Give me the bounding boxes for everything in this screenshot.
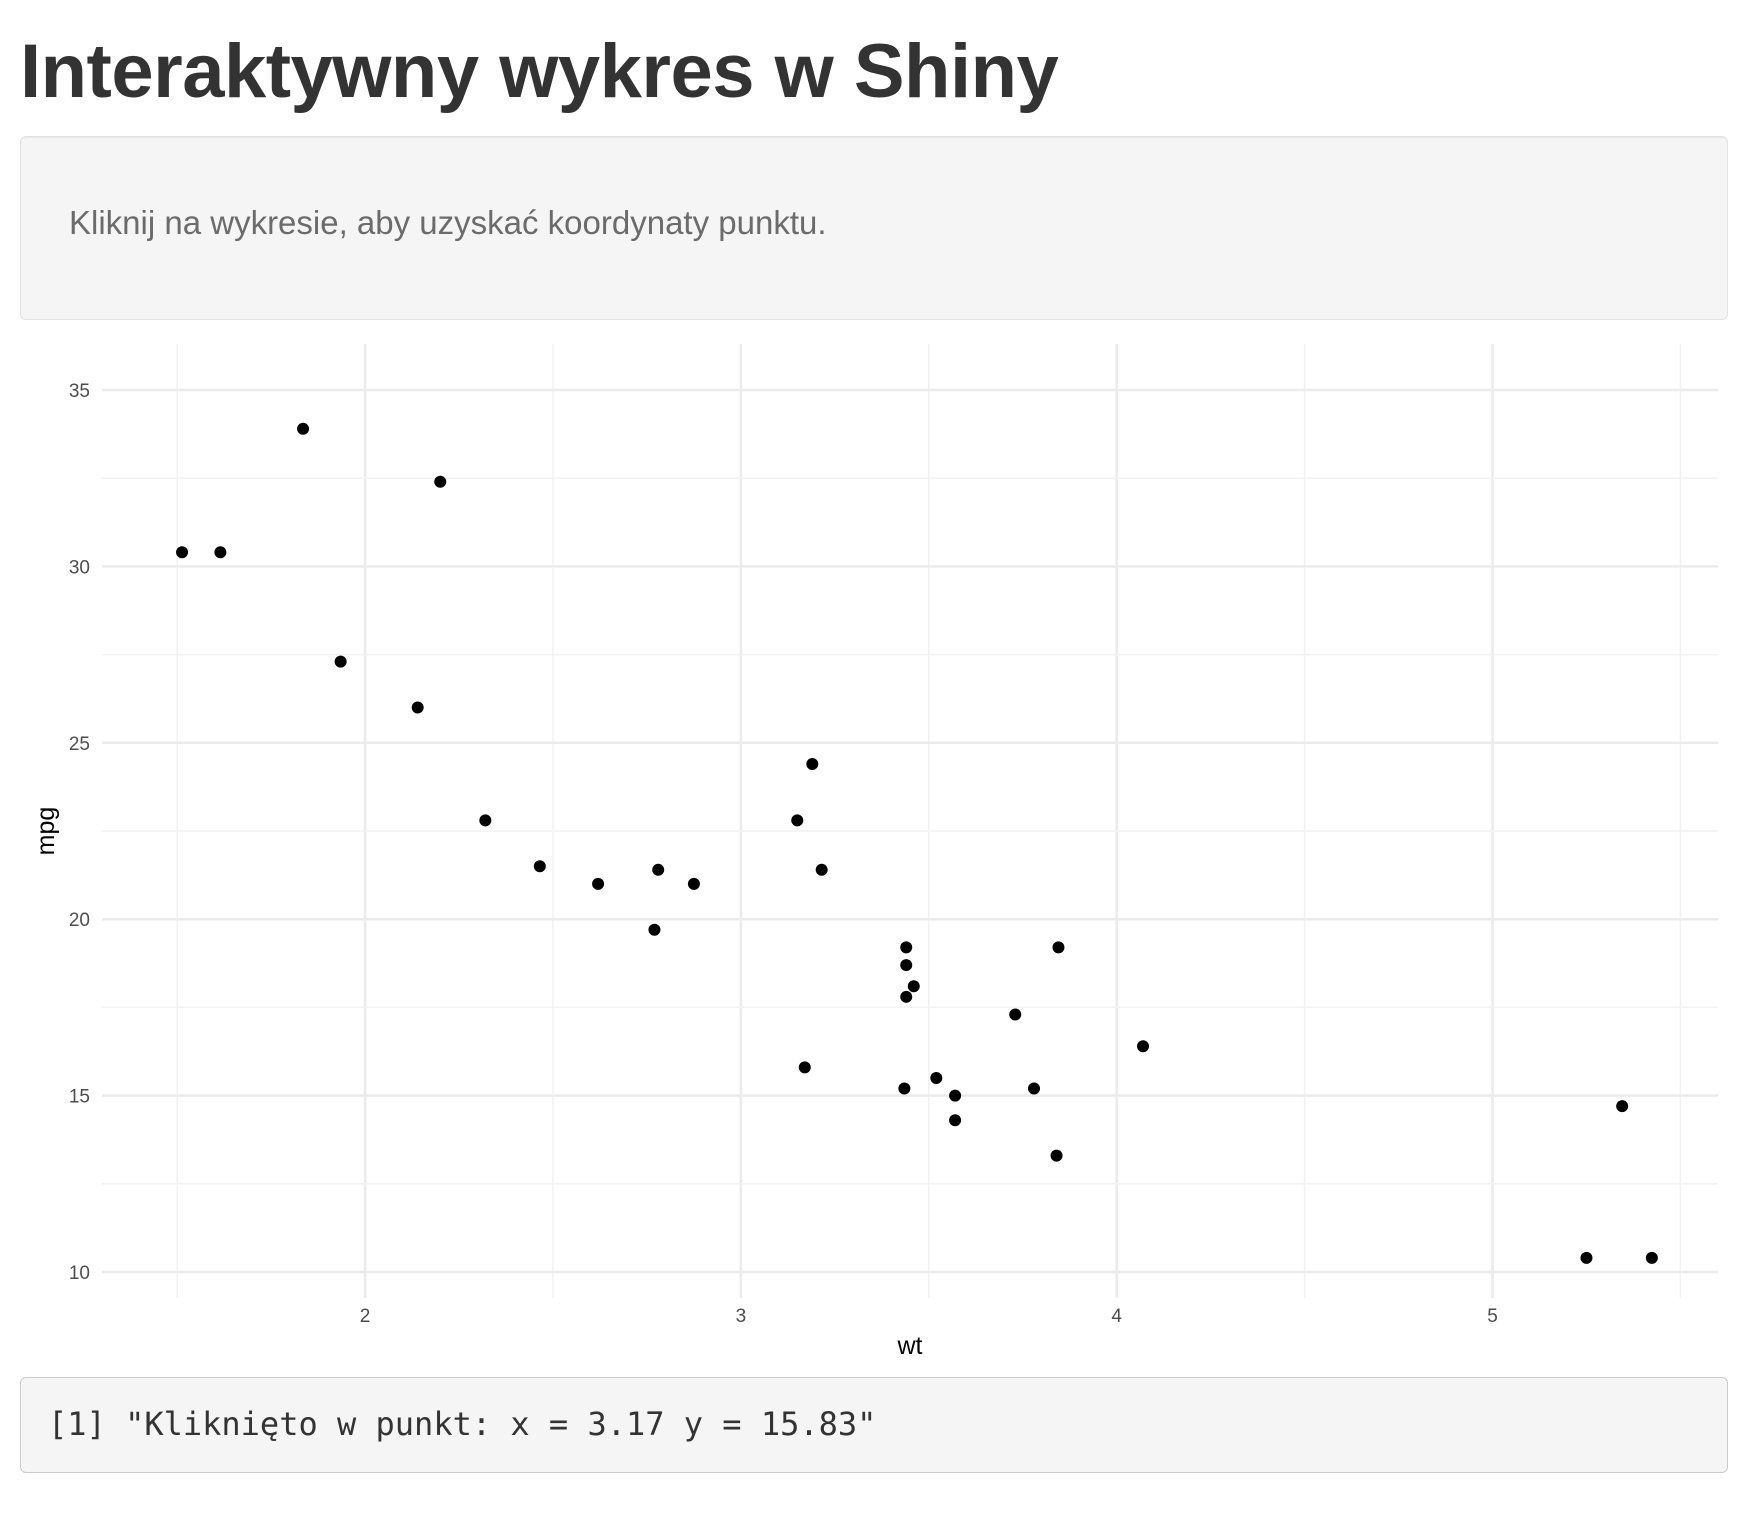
y-tick-label: 20 xyxy=(69,910,90,931)
y-tick-label: 15 xyxy=(69,1087,90,1108)
click-output-text: [1] "Kliknięto w punkt: x = 3.17 y = 15.… xyxy=(48,1405,877,1443)
data-point xyxy=(687,877,700,890)
data-point xyxy=(652,863,665,876)
data-point xyxy=(1050,1149,1063,1162)
data-point xyxy=(176,546,189,559)
data-point xyxy=(1645,1251,1658,1264)
data-point xyxy=(434,475,447,488)
data-point xyxy=(900,959,913,972)
points-layer xyxy=(176,422,1658,1264)
click-output-box: [1] "Kliknięto w punkt: x = 3.17 y = 15.… xyxy=(20,1377,1728,1473)
data-point xyxy=(1137,1040,1150,1053)
data-point xyxy=(798,1061,811,1074)
instruction-text: Kliknij na wykresie, aby uzyskać koordyn… xyxy=(69,204,827,241)
data-point xyxy=(900,990,913,1003)
data-point xyxy=(297,422,310,435)
x-tick-label: 3 xyxy=(736,1306,747,1327)
data-point xyxy=(648,923,661,936)
y-tick-label: 30 xyxy=(69,557,90,578)
data-point xyxy=(791,814,804,827)
data-point xyxy=(907,980,920,993)
x-tick-label: 2 xyxy=(360,1306,371,1327)
data-point xyxy=(1580,1251,1593,1264)
data-point xyxy=(214,546,227,559)
data-point xyxy=(1028,1082,1041,1095)
data-point xyxy=(1052,941,1065,954)
y-tick-label: 35 xyxy=(69,381,90,402)
ticks-layer: 2 3 4 5 10 15 20 25 30 35 xyxy=(69,381,1498,1327)
y-tick-label: 25 xyxy=(69,734,90,755)
data-point xyxy=(1009,1008,1022,1021)
data-point xyxy=(592,877,605,890)
data-point xyxy=(900,941,913,954)
grid-layer xyxy=(102,344,1718,1298)
data-point xyxy=(949,1089,962,1102)
x-tick-label: 5 xyxy=(1487,1306,1498,1327)
data-point xyxy=(949,1114,962,1127)
data-point xyxy=(1616,1100,1629,1113)
data-point xyxy=(533,860,546,873)
data-point xyxy=(479,814,492,827)
sidebar-panel: Kliknij na wykresie, aby uzyskać koordyn… xyxy=(20,136,1728,320)
y-axis-title: mpg xyxy=(32,807,60,856)
data-point xyxy=(334,655,347,668)
data-point xyxy=(411,701,424,714)
x-tick-label: 4 xyxy=(1111,1306,1122,1327)
x-axis-title: wt xyxy=(897,1332,923,1358)
scatter-plot-svg[interactable]: 2 3 4 5 10 15 20 25 30 35 wt mpg xyxy=(0,340,1752,1358)
data-point xyxy=(815,863,828,876)
scatter-plot[interactable]: 2 3 4 5 10 15 20 25 30 35 wt mpg xyxy=(0,340,1752,1358)
data-point xyxy=(898,1082,911,1095)
data-point xyxy=(930,1071,943,1084)
page-title: Interaktywny wykres w Shiny xyxy=(20,29,1059,114)
y-tick-label: 10 xyxy=(69,1263,90,1284)
data-point xyxy=(806,757,819,770)
